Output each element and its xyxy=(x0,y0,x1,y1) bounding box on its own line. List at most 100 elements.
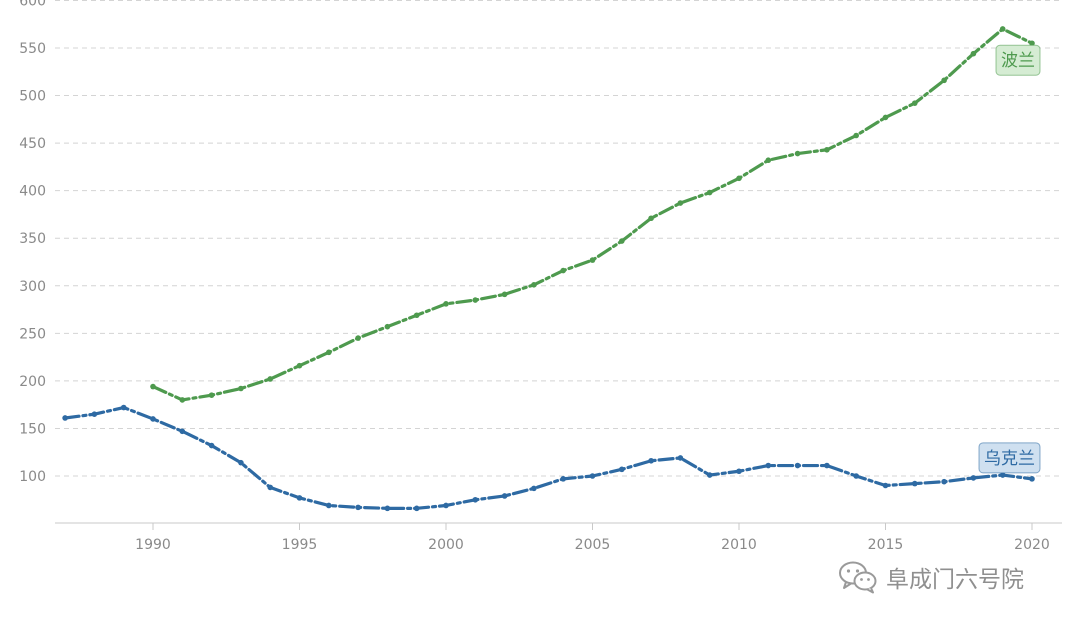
data-point xyxy=(677,200,684,206)
data-point xyxy=(531,282,537,288)
data-point xyxy=(882,114,889,121)
x-tick-label: 2020 xyxy=(1014,537,1050,553)
data-point xyxy=(560,476,566,482)
data-point xyxy=(1029,40,1035,47)
data-point xyxy=(589,473,596,479)
data-point xyxy=(120,404,127,411)
data-point xyxy=(472,297,479,303)
data-point xyxy=(824,462,830,469)
y-tick-label: 250 xyxy=(19,326,46,342)
data-point xyxy=(150,383,156,390)
x-tick-label: 2005 xyxy=(575,537,611,553)
data-point xyxy=(706,189,713,196)
x-tick-label: 2010 xyxy=(721,537,757,553)
data-point xyxy=(501,493,508,499)
series-label-box xyxy=(978,442,1041,474)
data-point xyxy=(238,459,244,466)
data-point xyxy=(296,362,303,369)
series-layer xyxy=(62,26,1035,512)
data-point xyxy=(326,349,332,356)
data-point xyxy=(560,267,566,274)
x-tick-label: 2015 xyxy=(868,537,904,553)
x-tick-label: 1990 xyxy=(135,537,171,553)
data-point xyxy=(794,150,801,157)
data-point xyxy=(531,485,537,492)
series-label-box xyxy=(995,44,1041,76)
data-point xyxy=(238,385,244,392)
y-tick-label: 300 xyxy=(19,279,46,295)
data-point xyxy=(384,323,391,330)
data-point xyxy=(765,462,772,469)
data-point xyxy=(443,502,449,509)
data-point xyxy=(677,455,684,461)
data-point xyxy=(765,157,772,164)
data-point xyxy=(882,482,889,489)
data-point xyxy=(355,504,361,511)
data-point xyxy=(619,238,625,244)
data-point xyxy=(326,502,332,509)
y-tick-label: 600 xyxy=(19,0,46,9)
data-point xyxy=(1029,476,1035,482)
x-tick-label: 2000 xyxy=(428,537,464,553)
data-point xyxy=(413,312,420,319)
data-point xyxy=(941,478,947,485)
data-point xyxy=(267,484,274,491)
series-line xyxy=(151,27,1034,402)
series-line xyxy=(63,405,1034,510)
data-point xyxy=(384,505,391,512)
data-point xyxy=(62,415,68,421)
y-tick-label: 500 xyxy=(19,89,46,105)
y-axis-ticks: 100 150 200 250 300 350 400 450 500 550 600 xyxy=(19,0,46,485)
data-point xyxy=(999,26,1006,32)
wechat-icon xyxy=(839,561,877,594)
data-point xyxy=(208,442,215,449)
series-label: 波兰 xyxy=(995,44,1041,76)
data-point xyxy=(150,416,156,422)
y-tick-label: 350 xyxy=(19,231,46,247)
data-point xyxy=(179,428,186,435)
y-tick-label: 150 xyxy=(19,421,46,437)
data-point xyxy=(941,77,947,84)
x-axis: 1990 1995 2000 2005 2010 2015 2020 xyxy=(55,522,1062,553)
data-point xyxy=(970,475,977,481)
data-point xyxy=(179,397,186,403)
x-tick-label: 1995 xyxy=(282,537,318,553)
data-point xyxy=(91,411,98,417)
y-tick-label: 400 xyxy=(19,184,46,200)
data-point xyxy=(736,175,742,182)
series-label-text: 波兰 xyxy=(1001,51,1035,71)
data-point xyxy=(912,100,918,106)
data-point xyxy=(472,496,479,503)
y-tick-label: 550 xyxy=(19,41,46,57)
data-point xyxy=(355,335,361,341)
data-point xyxy=(853,473,859,479)
data-point xyxy=(443,301,449,307)
data-point xyxy=(413,505,420,512)
data-point xyxy=(912,480,918,487)
series-label-text: 乌克兰 xyxy=(984,449,1035,469)
data-point xyxy=(736,468,742,475)
data-point xyxy=(794,462,801,469)
data-point xyxy=(970,50,977,57)
data-point xyxy=(589,257,596,263)
data-point xyxy=(999,472,1006,478)
y-tick-label: 450 xyxy=(19,136,46,152)
data-point xyxy=(267,376,274,382)
data-point xyxy=(648,215,654,222)
grid-lines xyxy=(55,0,1062,477)
data-point xyxy=(824,146,830,153)
data-point xyxy=(501,291,508,298)
series-label: 乌克兰 xyxy=(978,442,1041,474)
data-point xyxy=(706,472,713,478)
data-point xyxy=(296,495,303,501)
data-point xyxy=(619,466,625,473)
y-tick-label: 100 xyxy=(19,469,46,485)
y-tick-label: 200 xyxy=(19,374,46,390)
watermark-text: 阜成门六号院 xyxy=(886,567,1024,593)
data-point xyxy=(208,392,215,398)
data-point xyxy=(853,132,859,139)
data-point xyxy=(648,457,654,464)
watermark: 阜成门六号院 xyxy=(838,560,1024,594)
